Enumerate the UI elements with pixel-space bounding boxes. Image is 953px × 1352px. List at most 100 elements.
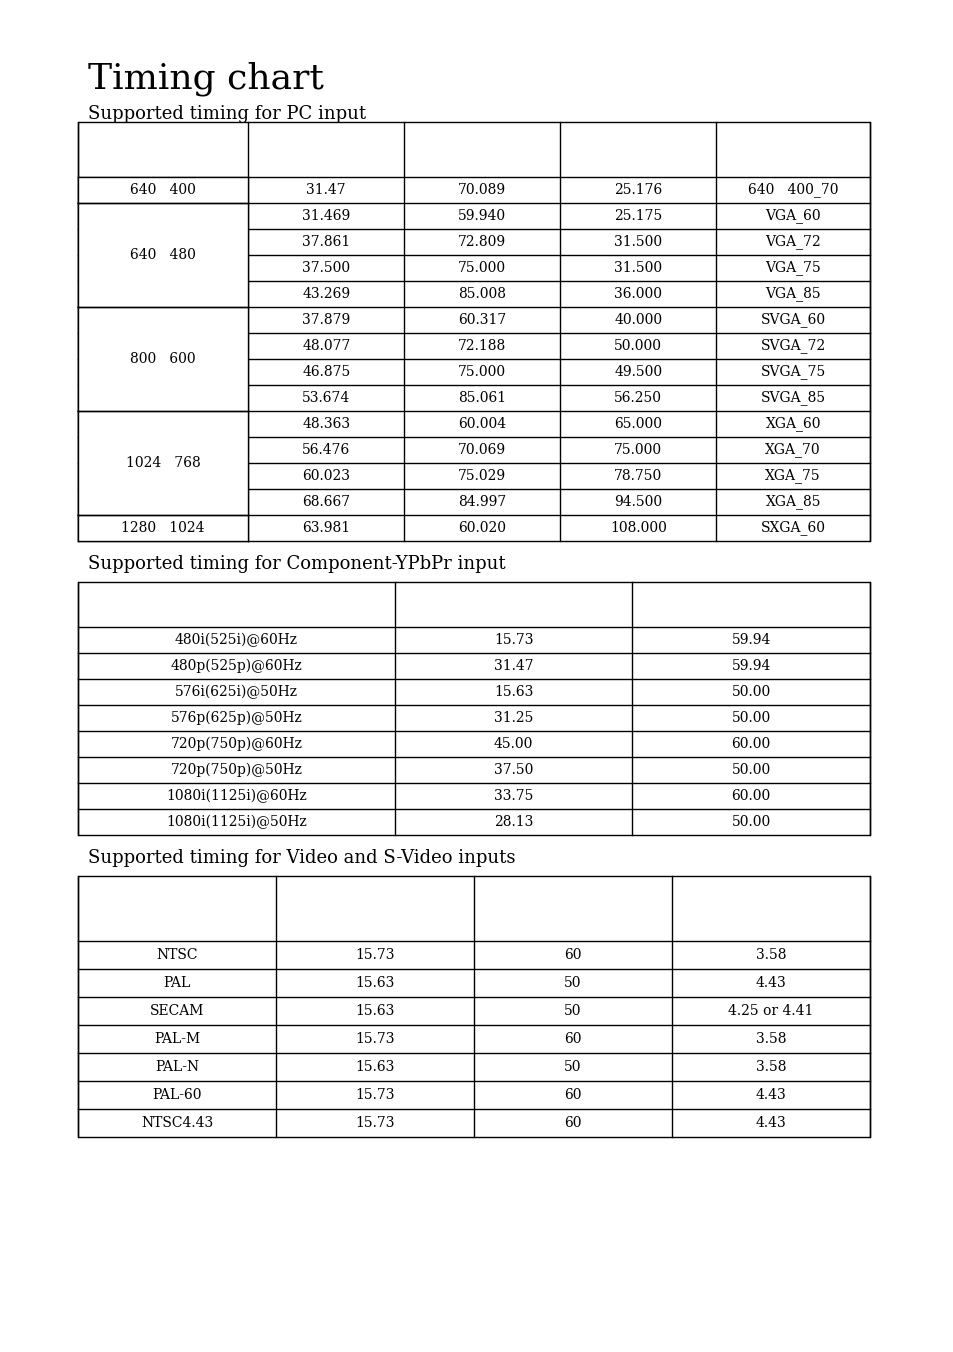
Text: 108.000: 108.000 [609, 521, 666, 535]
Text: SVGA_72: SVGA_72 [760, 338, 825, 353]
Text: XGA_85: XGA_85 [764, 495, 821, 510]
Bar [78, 203, 248, 307]
Text: 720p(750p)@50Hz: 720p(750p)@50Hz [171, 763, 302, 777]
Text: 56.250: 56.250 [614, 391, 661, 406]
Text: 78.750: 78.750 [614, 469, 661, 483]
Text: 640   400: 640 400 [130, 183, 196, 197]
Text: Timing chart: Timing chart [88, 62, 323, 96]
Text: 50: 50 [563, 1060, 581, 1073]
Text: 640   400_70: 640 400_70 [747, 183, 838, 197]
Bar [78, 411, 248, 515]
Text: 720p(750p)@60Hz: 720p(750p)@60Hz [171, 737, 302, 752]
Text: 85.061: 85.061 [457, 391, 506, 406]
Text: 60.00: 60.00 [731, 790, 770, 803]
Text: 75.000: 75.000 [457, 261, 506, 274]
Text: 53.674: 53.674 [302, 391, 350, 406]
Text: 50.00: 50.00 [731, 763, 770, 777]
Text: 45.00: 45.00 [494, 737, 533, 750]
Text: 25.175: 25.175 [614, 210, 661, 223]
Text: 60.023: 60.023 [302, 469, 350, 483]
Text: 3.58: 3.58 [755, 948, 785, 963]
Text: XGA_60: XGA_60 [764, 416, 821, 431]
Text: SVGA_75: SVGA_75 [760, 365, 825, 380]
Text: 37.879: 37.879 [302, 314, 350, 327]
Text: NTSC: NTSC [156, 948, 197, 963]
Text: 800   600: 800 600 [131, 352, 195, 366]
Text: 60: 60 [563, 1088, 581, 1102]
Text: 31.47: 31.47 [306, 183, 346, 197]
Text: 37.861: 37.861 [302, 235, 350, 249]
Text: 94.500: 94.500 [614, 495, 661, 508]
Text: VGA_85: VGA_85 [764, 287, 821, 301]
Text: 75.029: 75.029 [457, 469, 506, 483]
Text: 50: 50 [563, 976, 581, 990]
Text: 72.188: 72.188 [457, 339, 506, 353]
Text: 75.000: 75.000 [614, 443, 661, 457]
Bar [78, 581, 869, 836]
Text: XGA_75: XGA_75 [764, 469, 821, 484]
Text: 36.000: 36.000 [614, 287, 661, 301]
Text: 480p(525p)@60Hz: 480p(525p)@60Hz [171, 658, 302, 673]
Text: 37.50: 37.50 [494, 763, 533, 777]
Text: 15.63: 15.63 [355, 1060, 395, 1073]
Text: SXGA_60: SXGA_60 [760, 521, 824, 535]
Text: 70.069: 70.069 [457, 443, 506, 457]
Text: 640   480: 640 480 [130, 247, 196, 262]
Text: 75.000: 75.000 [457, 365, 506, 379]
Text: 49.500: 49.500 [614, 365, 661, 379]
Text: 48.077: 48.077 [302, 339, 350, 353]
Text: Supported timing for PC input: Supported timing for PC input [88, 105, 366, 123]
Text: VGA_72: VGA_72 [764, 234, 821, 249]
Bar [78, 876, 869, 1137]
Text: 15.73: 15.73 [355, 1032, 395, 1046]
Text: 1080i(1125i)@60Hz: 1080i(1125i)@60Hz [166, 788, 307, 803]
Text: 15.63: 15.63 [494, 685, 533, 699]
Text: XGA_70: XGA_70 [764, 442, 821, 457]
Text: NTSC4.43: NTSC4.43 [141, 1115, 213, 1130]
Text: PAL: PAL [163, 976, 191, 990]
Text: 85.008: 85.008 [457, 287, 506, 301]
Text: 50: 50 [563, 1005, 581, 1018]
Text: 15.63: 15.63 [355, 1005, 395, 1018]
Text: 31.469: 31.469 [302, 210, 350, 223]
Text: 50.00: 50.00 [731, 711, 770, 725]
Bar [78, 307, 248, 411]
Text: 3.58: 3.58 [755, 1032, 785, 1046]
Text: 28.13: 28.13 [494, 815, 533, 829]
Text: 50.00: 50.00 [731, 685, 770, 699]
Text: 3.58: 3.58 [755, 1060, 785, 1073]
Text: 4.43: 4.43 [755, 1088, 785, 1102]
Text: 60.004: 60.004 [457, 416, 506, 431]
Text: 59.94: 59.94 [731, 633, 770, 648]
Text: 15.73: 15.73 [494, 633, 533, 648]
Text: 576p(625p)@50Hz: 576p(625p)@50Hz [171, 711, 302, 725]
Text: PAL-N: PAL-N [154, 1060, 199, 1073]
Text: 31.25: 31.25 [494, 711, 533, 725]
Text: 40.000: 40.000 [614, 314, 661, 327]
Text: Supported timing for Component-YPbPr input: Supported timing for Component-YPbPr inp… [88, 556, 505, 573]
Text: SECAM: SECAM [150, 1005, 204, 1018]
Text: 46.875: 46.875 [302, 365, 350, 379]
Text: VGA_60: VGA_60 [764, 208, 821, 223]
Text: 15.73: 15.73 [355, 1115, 395, 1130]
Text: 48.363: 48.363 [302, 416, 350, 431]
Bar [78, 122, 869, 541]
Text: 59.94: 59.94 [731, 658, 770, 673]
Text: 31.500: 31.500 [614, 261, 661, 274]
Text: 1080i(1125i)@50Hz: 1080i(1125i)@50Hz [166, 815, 307, 829]
Text: 60: 60 [563, 948, 581, 963]
Text: 72.809: 72.809 [457, 235, 506, 249]
Bar [78, 177, 248, 203]
Text: 1280   1024: 1280 1024 [121, 521, 205, 535]
Text: 37.500: 37.500 [302, 261, 350, 274]
Text: SVGA_60: SVGA_60 [760, 312, 825, 327]
Text: 60: 60 [563, 1115, 581, 1130]
Text: PAL-60: PAL-60 [152, 1088, 201, 1102]
Text: 576i(625i)@50Hz: 576i(625i)@50Hz [174, 685, 297, 699]
Text: 31.47: 31.47 [494, 658, 533, 673]
Text: 25.176: 25.176 [614, 183, 661, 197]
Text: 60.00: 60.00 [731, 737, 770, 750]
Text: 59.940: 59.940 [457, 210, 506, 223]
Text: 70.089: 70.089 [457, 183, 506, 197]
Text: 56.476: 56.476 [302, 443, 350, 457]
